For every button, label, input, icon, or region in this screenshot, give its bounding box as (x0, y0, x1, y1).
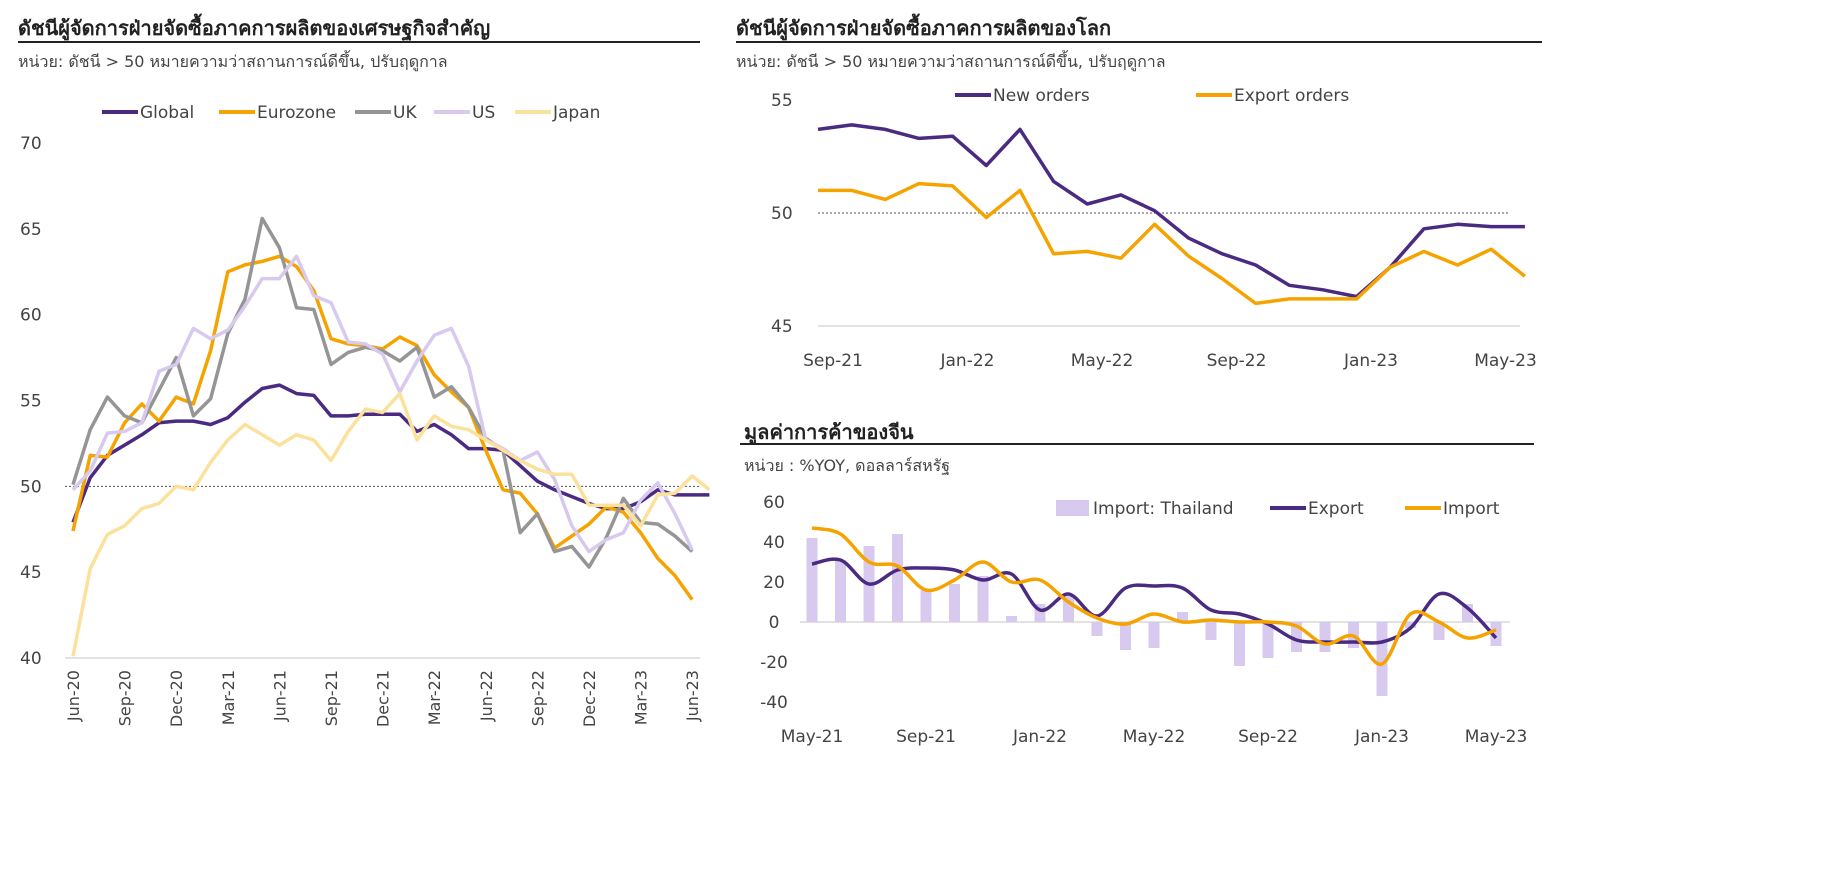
x-tick-label: Jan-22 (940, 351, 995, 371)
bar-import-thailand (1234, 622, 1245, 666)
y-tick-label: 45 (771, 317, 793, 337)
x-tick-label: Mar-22 (425, 670, 444, 725)
y-tick-label: 40 (20, 649, 42, 669)
right-top-chart-unit: หน่วย: ดัชนี > 50 หมายความว่าสถานการณ์ดี… (736, 52, 1166, 71)
global-pmi-chart: 45 50 55 Sep-21 Jan-22 May-22 Sep-22 Jan-23 May-… (771, 86, 1537, 371)
bar-import-thailand (1006, 616, 1017, 622)
y-tick-label: 50 (20, 477, 42, 497)
bar-import-thailand (1034, 604, 1046, 622)
y-tick-label: 45 (20, 563, 42, 583)
right-top-title-rule (736, 41, 1542, 43)
y-tick-label: 60 (20, 306, 42, 326)
series-line-new-orders (817, 123, 1525, 299)
right-bottom-chart-unit: หน่วย : %YOY, ดอลลาร์สหรัฐ (744, 456, 951, 475)
legend-label: Import: Thailand (1093, 499, 1234, 519)
y-tick-label: -20 (760, 653, 788, 673)
x-tick-label: May-23 (1465, 727, 1528, 747)
bar-import-thailand (1262, 622, 1274, 658)
bar-import-thailand (1405, 622, 1416, 628)
x-tick-label: May-22 (1123, 727, 1186, 747)
legend-label: Eurozone (257, 103, 336, 123)
x-tick-label: May-21 (781, 727, 844, 747)
bar-import-thailand (1291, 622, 1302, 652)
china-trade-chart: -40 -20 0 20 40 60 May-21 Sep-21 Jan-22 May-22 Sep… (760, 493, 1527, 747)
left-title-rule (18, 41, 700, 43)
legend-swatch (1056, 500, 1089, 516)
bar-import-thailand (977, 576, 989, 622)
x-tick-label: Sep-22 (1207, 351, 1267, 371)
bar-import-thailand (920, 590, 932, 622)
x-tick-label: Jun-20 (64, 670, 83, 722)
legend-label: UK (393, 103, 417, 123)
x-tick-label: Jan-22 (1012, 727, 1067, 747)
legend-label: Export (1308, 499, 1364, 519)
bar-import-thailand (1205, 622, 1217, 640)
bar-import-thailand (892, 534, 903, 622)
x-tick-label: Sep-21 (803, 351, 863, 371)
y-tick-label: 55 (771, 91, 793, 111)
bar-import-thailand (1376, 622, 1388, 696)
legend-label: US (472, 103, 495, 123)
series-line-uk (71, 216, 694, 569)
bar-import-thailand (1433, 622, 1445, 640)
legend-label: New orders (993, 86, 1090, 106)
series-line-export (811, 557, 1498, 645)
y-tick-label: 0 (769, 613, 780, 633)
x-tick-label: Jan-23 (1343, 351, 1398, 371)
bar-import-thailand (1063, 596, 1074, 622)
bar-import-thailand (1091, 622, 1103, 636)
x-tick-label: Jun-21 (270, 670, 289, 722)
y-tick-label: -40 (760, 693, 788, 713)
legend-label: Export orders (1234, 86, 1349, 106)
bar-import-thailand (1177, 612, 1188, 622)
series-line-export-orders (818, 181, 1526, 306)
right-bottom-chart-title: มูลค่าการค้าของจีน (744, 420, 914, 444)
y-tick-label: 55 (20, 392, 42, 412)
x-tick-label: Sep-22 (1238, 727, 1298, 747)
series-line-us (71, 254, 694, 554)
x-tick-label: May-22 (1071, 351, 1134, 371)
bar-import-thailand (835, 560, 846, 622)
bar-import-thailand (1462, 604, 1473, 622)
right-bottom-title-rule (740, 443, 1534, 445)
bar-import-thailand (806, 538, 818, 622)
right-top-chart-title: ดัชนีผู้จัดการฝ่ายจัดซื้อภาคการผลิตของโล… (736, 16, 1112, 40)
y-tick-label: 60 (763, 493, 785, 513)
x-tick-label: Dec-22 (580, 670, 599, 727)
legend-label: Global (140, 103, 194, 123)
x-tick-label: Dec-21 (374, 670, 393, 727)
x-tick-label: Sep-20 (116, 670, 135, 726)
bar-import-thailand (949, 584, 960, 622)
y-tick-label: 40 (763, 533, 785, 553)
bar-import-thailand (1490, 622, 1502, 646)
x-tick-label: Dec-20 (167, 670, 186, 727)
y-tick-label: 65 (20, 220, 42, 240)
left-pmi-chart: 40 45 50 55 60 65 70 Jun-20 Sep-20 Dec-20 Mar-21 Ju… (20, 103, 711, 727)
bar-import-thailand (1319, 622, 1331, 652)
series-line-import (811, 526, 1497, 666)
series-line-japan (71, 391, 711, 657)
y-tick-label: 70 (20, 134, 42, 154)
x-tick-label: Mar-23 (632, 670, 651, 725)
legend-label: Japan (552, 103, 600, 123)
x-tick-label: Jun-23 (683, 670, 702, 722)
x-tick-label: Jan-23 (1354, 727, 1409, 747)
left-chart-unit: หน่วย: ดัชนี > 50 หมายความว่าสถานการณ์ดี… (18, 52, 448, 71)
bar-import-thailand (1120, 622, 1131, 650)
y-tick-label: 50 (771, 204, 793, 224)
x-tick-label: Sep-22 (528, 670, 547, 726)
x-tick-label: May-23 (1474, 351, 1537, 371)
y-tick-label: 20 (763, 573, 785, 593)
x-tick-label: Sep-21 (896, 727, 956, 747)
bar-import-thailand (1148, 622, 1160, 648)
legend-label: Import (1443, 499, 1500, 519)
x-tick-label: Sep-21 (322, 670, 341, 726)
x-tick-label: Jun-22 (477, 670, 496, 722)
x-tick-label: Mar-21 (219, 670, 238, 725)
left-chart-title: ดัชนีผู้จัดการฝ่ายจัดซื้อภาคการผลิตของเศ… (18, 16, 491, 40)
